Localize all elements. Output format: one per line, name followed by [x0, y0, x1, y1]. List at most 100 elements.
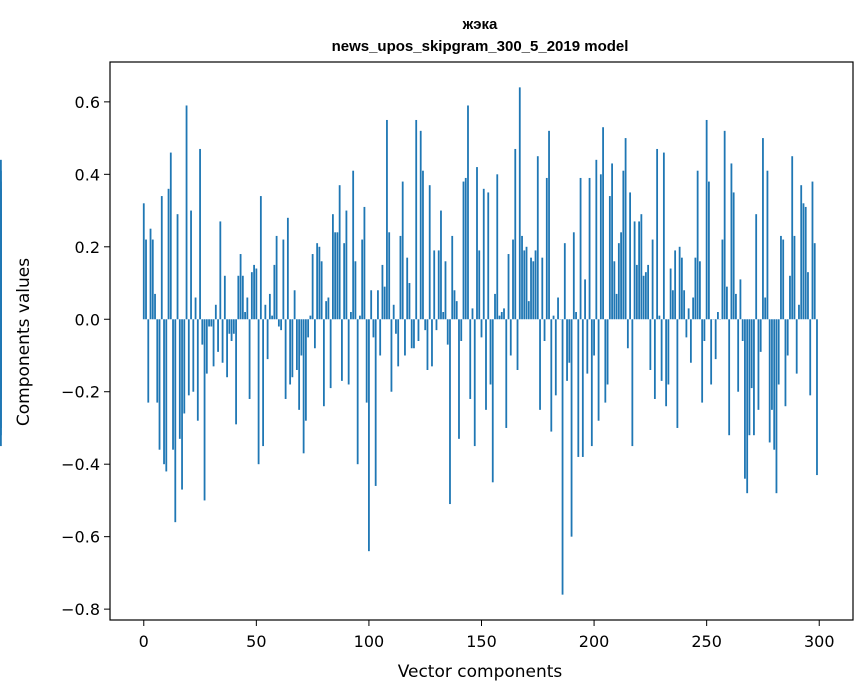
bar	[532, 261, 535, 320]
bar	[246, 297, 249, 320]
bar	[338, 185, 341, 320]
bar	[359, 315, 361, 320]
bar	[807, 272, 809, 320]
bar	[780, 235, 782, 320]
bar	[514, 148, 517, 320]
bar	[266, 319, 269, 360]
bar	[572, 232, 575, 320]
bar	[478, 250, 481, 320]
bar	[791, 156, 794, 320]
bar	[611, 163, 613, 320]
bar	[291, 319, 294, 378]
bar	[509, 319, 512, 356]
bar	[689, 319, 692, 363]
bar	[320, 261, 323, 320]
bar	[417, 319, 420, 341]
bar	[759, 319, 762, 352]
bar	[178, 319, 181, 439]
bar	[354, 261, 357, 320]
bar	[613, 261, 616, 320]
bar	[199, 148, 201, 320]
bar	[793, 235, 796, 320]
bar	[728, 319, 731, 436]
bar	[172, 319, 174, 450]
bar	[187, 319, 190, 396]
bar	[651, 239, 654, 320]
x-tick-label: 250	[691, 632, 722, 651]
x-tick-label: 200	[579, 632, 610, 651]
bar	[329, 319, 332, 389]
bar	[431, 319, 433, 367]
bar	[433, 250, 436, 320]
bar	[653, 319, 656, 399]
bar	[521, 235, 523, 320]
x-axis-label: Vector components	[398, 662, 563, 682]
bar	[460, 319, 463, 341]
bar	[343, 243, 346, 320]
bar	[676, 319, 679, 428]
bar	[816, 319, 818, 476]
bar	[169, 152, 172, 320]
bar	[449, 319, 451, 505]
bar	[264, 304, 267, 320]
bar	[280, 319, 283, 331]
bar	[444, 261, 447, 320]
bar	[237, 275, 240, 320]
bar	[257, 319, 260, 465]
bar	[309, 315, 312, 320]
bar	[658, 315, 661, 320]
bar	[181, 319, 183, 490]
bar	[798, 304, 800, 320]
bar	[512, 239, 514, 320]
bar	[667, 319, 670, 385]
bar	[721, 239, 724, 320]
bar	[295, 319, 298, 370]
bar	[480, 319, 483, 338]
bar	[397, 319, 400, 367]
bar	[633, 221, 636, 320]
bar	[408, 283, 411, 320]
y-axis-ticks: −0.8 −0.6 −0.4 −0.2 0.0 0.2 0.4 0.6	[61, 93, 110, 619]
bar	[464, 177, 467, 320]
bar	[534, 250, 537, 320]
bar	[757, 319, 760, 410]
bar	[570, 319, 573, 537]
bar	[748, 319, 751, 436]
bar	[773, 319, 776, 450]
bar	[244, 312, 246, 320]
bar	[0, 319, 2, 370]
bar	[552, 315, 555, 320]
bar	[221, 319, 224, 363]
bar	[0, 290, 2, 320]
bar	[230, 319, 233, 341]
bar	[584, 279, 586, 320]
bar	[327, 297, 330, 320]
bar	[685, 319, 688, 338]
bar	[302, 319, 305, 454]
bar	[284, 319, 287, 399]
bar	[638, 221, 641, 320]
y-tick-label: −0.8	[61, 600, 100, 619]
bar	[557, 297, 559, 320]
bar	[588, 177, 591, 320]
bar	[500, 312, 503, 320]
bar	[516, 319, 519, 370]
bar	[183, 319, 186, 414]
bar	[469, 319, 472, 399]
bar	[536, 156, 539, 320]
plot-frame	[109, 61, 854, 621]
bar	[435, 319, 438, 331]
bar	[250, 272, 253, 320]
bar	[597, 319, 600, 421]
bar	[410, 319, 413, 349]
bar	[786, 319, 789, 356]
bar	[386, 119, 388, 320]
bar	[717, 312, 719, 320]
bar	[671, 290, 674, 320]
bar	[494, 293, 496, 320]
bar	[784, 319, 787, 407]
bar	[467, 105, 469, 320]
bar	[687, 308, 690, 320]
bar	[383, 286, 386, 320]
bar	[307, 319, 310, 338]
